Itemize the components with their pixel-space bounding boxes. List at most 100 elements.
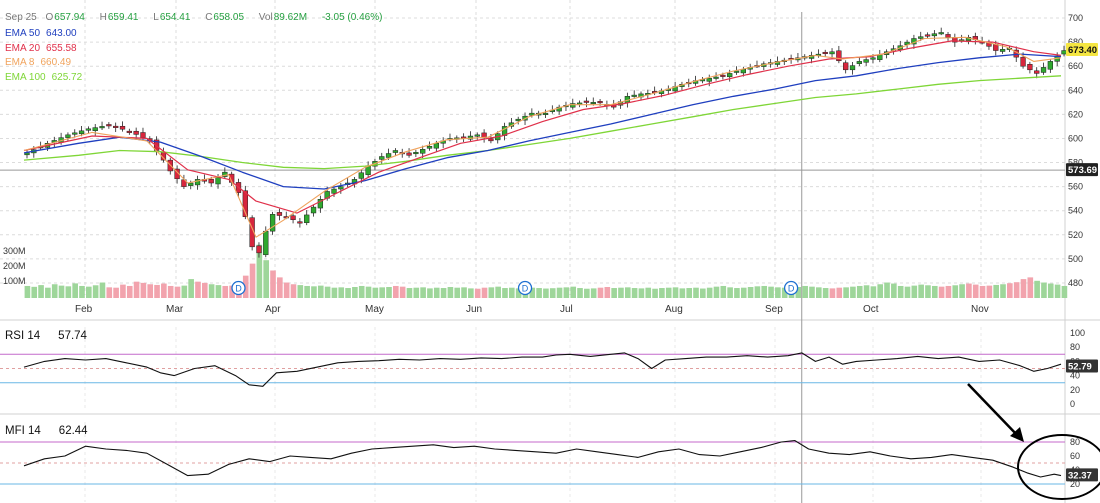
ema-name: EMA 100 (5, 72, 46, 83)
volume-bar (993, 285, 999, 298)
volume-bar (420, 287, 426, 298)
volume-tick: 100M (3, 274, 26, 289)
candle-body (263, 231, 268, 255)
volume-bar (120, 285, 126, 298)
volume-bar (386, 287, 392, 298)
mfi-title[interactable]: MFI 14 62.44 (5, 425, 88, 437)
volume-bar (748, 287, 754, 298)
candle-body (598, 101, 603, 103)
candle-body (93, 128, 98, 131)
volume-tick: 300M (3, 244, 26, 259)
ema-legend-item-8[interactable]: EMA 8 660.49 (5, 56, 82, 71)
volume-bar (925, 285, 931, 298)
rsi-title[interactable]: RSI 14 57.74 (5, 330, 87, 342)
volume-bar (106, 287, 112, 298)
ema-lines (24, 37, 1061, 237)
annotation-arrow-shaft (968, 384, 1018, 436)
volume-bar (980, 286, 986, 298)
volume-bar (79, 286, 85, 298)
volume-bar (413, 288, 419, 298)
volume-bar (557, 288, 563, 298)
month-label: Sep (765, 304, 783, 315)
volume-bar (768, 287, 774, 298)
volume-bar (291, 284, 297, 298)
volume-bar (673, 287, 679, 298)
candle-body (727, 73, 732, 76)
volume-bar (802, 286, 808, 298)
volume-bar (147, 284, 153, 298)
dividend-label: D (235, 284, 242, 294)
volume-bar (1000, 284, 1006, 298)
volume-bar (707, 288, 713, 298)
ema-value: 660.49 (40, 57, 71, 68)
ema-legend-item-100[interactable]: EMA 100 625.72 (5, 71, 82, 86)
volume-bar (680, 288, 686, 298)
candle-body (386, 154, 391, 158)
ema-legend-item-20[interactable]: EMA 20 655.58 (5, 42, 82, 57)
ema-legend-item-50[interactable]: EMA 50 643.00 (5, 27, 82, 42)
candle-body (570, 104, 575, 108)
candle-body (475, 135, 480, 137)
volume-bar (379, 287, 385, 298)
month-label: Mar (166, 304, 184, 315)
volume-bar (564, 287, 570, 298)
crosshair-price-badge: 573.69 (1068, 165, 1097, 176)
volume-bar (284, 283, 290, 298)
ema-name: EMA 8 (5, 57, 34, 68)
volume-bar (38, 285, 44, 298)
volume-bar (686, 288, 692, 298)
mfi-tick: 80 (1070, 437, 1080, 447)
volume-bar (332, 288, 338, 298)
ema-name: EMA 20 (5, 43, 40, 54)
volume-bar (1034, 281, 1040, 298)
candle-body (311, 207, 316, 213)
candle-body (850, 66, 855, 70)
price-tick: 520 (1068, 230, 1083, 240)
candle-body (366, 166, 371, 175)
volume-bar (168, 286, 174, 298)
candle-body (714, 77, 719, 79)
candle-body (257, 246, 262, 253)
month-label: Jul (560, 304, 573, 315)
candle-body (1027, 64, 1032, 70)
volume-bar (461, 287, 467, 298)
mfi-value: 62.44 (59, 425, 88, 437)
volume-bar (639, 288, 645, 298)
volume-bar (182, 286, 188, 298)
candle-body (106, 124, 111, 126)
ema-20-line (24, 41, 1061, 213)
rsi-value: 57.74 (58, 330, 87, 342)
volume-bar (884, 283, 890, 298)
volume-bar (93, 285, 99, 298)
volume-bar (45, 288, 51, 298)
candle-body (707, 78, 712, 81)
volume-bar (1048, 284, 1054, 298)
volume-bar (1021, 279, 1027, 298)
volume-bar (898, 286, 904, 298)
volume-bar (659, 288, 665, 298)
month-label: Feb (75, 304, 93, 315)
volume-bar (570, 287, 576, 298)
volume-bar (727, 287, 733, 298)
volume-bar (1027, 277, 1033, 298)
candle-body (297, 222, 302, 224)
volume-bar (127, 286, 133, 298)
volume-bar (1014, 282, 1020, 298)
candle-body (427, 146, 432, 148)
volume-bar (482, 288, 488, 298)
candle-body (379, 157, 384, 160)
open-label: O (45, 12, 53, 23)
candle-body (188, 183, 193, 186)
rsi-tick: 20 (1070, 385, 1080, 395)
candle-body (216, 178, 221, 184)
volume-bar (345, 288, 351, 298)
volume-bar (959, 284, 965, 298)
volume-bar (297, 285, 303, 298)
volume-bar (632, 288, 638, 298)
rsi-tick: 0 (1070, 399, 1075, 409)
time-x-axis: Feb Mar Apr May Jun Jul Aug Sep Oct Nov (75, 304, 989, 315)
volume-bar (448, 287, 454, 298)
volume-bar (441, 288, 447, 298)
